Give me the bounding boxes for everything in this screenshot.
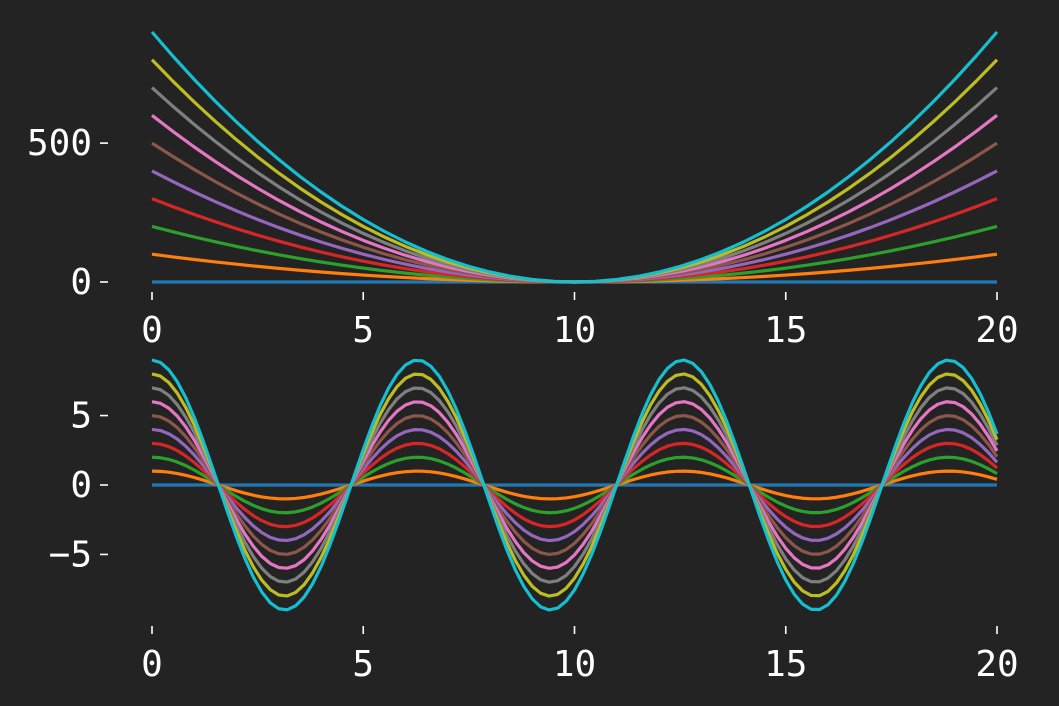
- series-line-k4: [151, 427, 999, 543]
- series-line-k2: [151, 455, 998, 515]
- series-line-k2: [151, 224, 998, 284]
- bottom-panel-cosines: 0 5 10 15 20 −5 0 5: [49, 358, 1019, 685]
- series-line-k1: [151, 252, 998, 284]
- x-tick-label: 0: [141, 644, 163, 685]
- series-line-k5: [151, 141, 998, 284]
- series-line-k6: [151, 400, 999, 570]
- x-tick-label: 20: [975, 644, 1018, 685]
- x-tick-label: 5: [352, 310, 374, 351]
- series-line-k9: [150, 30, 999, 284]
- series-line-k6: [151, 114, 998, 284]
- x-tick-label: 15: [764, 644, 807, 685]
- y-tick-label: 0: [70, 262, 92, 303]
- x-tick-label: 0: [141, 310, 163, 351]
- series-line-k8: [150, 58, 999, 284]
- y-tick-label: 0: [70, 465, 92, 506]
- series-line-k9: [151, 358, 999, 612]
- x-tick-label: 10: [553, 644, 596, 685]
- series-line-k5: [151, 413, 999, 557]
- series-line-k3: [151, 441, 999, 529]
- y-tick-label: 500: [27, 123, 92, 164]
- x-tick-label: 15: [764, 310, 807, 351]
- series-line-k7: [151, 386, 999, 584]
- series-line-k7: [150, 86, 999, 284]
- x-tick-label: 20: [975, 310, 1018, 351]
- y-tick-label: −5: [49, 534, 92, 575]
- series-line-k8: [151, 372, 999, 598]
- top-panel-parabolas: 0 5 10 15 20 0 500: [27, 30, 1019, 351]
- x-tick-label: 10: [553, 310, 596, 351]
- x-tick-label: 5: [352, 644, 374, 685]
- y-tick-label: 5: [70, 396, 92, 437]
- series-line-k1: [151, 469, 998, 501]
